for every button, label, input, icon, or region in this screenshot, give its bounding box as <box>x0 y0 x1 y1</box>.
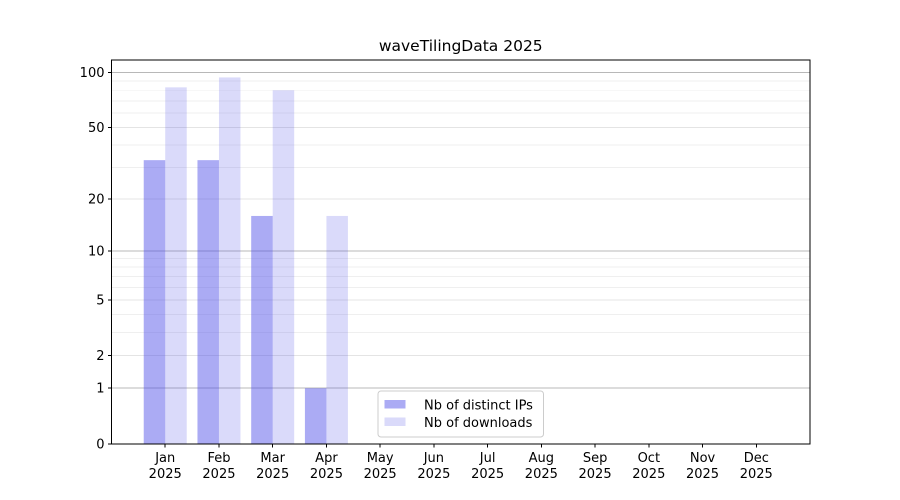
minor-gridlines <box>111 80 810 333</box>
plot-border <box>111 59 811 445</box>
labeled-gridlines <box>111 127 810 357</box>
y-axis-tick-label: 20 <box>88 192 105 207</box>
x-axis-tick-label: Dec 2025 <box>740 451 773 482</box>
bar-jan-s1 <box>165 87 187 444</box>
x-axis-tick-label: May 2025 <box>364 451 397 482</box>
x-axis: Jan 2025 Feb 2025 Mar 2025 Apr 2025 May 2025 Jun 20… <box>149 444 773 482</box>
y-axis-tick-label: 1 <box>96 382 104 397</box>
x-axis-tick-label: Jan 2025 <box>149 451 182 482</box>
x-axis-tick-label: Apr 2025 <box>310 451 343 482</box>
y-axis-tick-label: 5 <box>96 293 104 308</box>
bar-apr-s0 <box>304 388 327 444</box>
decade-gridlines <box>111 72 810 389</box>
y-axis-tick-label: 50 <box>88 121 105 136</box>
bar-jan-s0 <box>143 160 166 444</box>
x-axis-tick-label: Jun 2025 <box>417 451 450 482</box>
bar-feb-s0 <box>197 160 219 444</box>
legend: Nb of distinct IPs Nb of downloads <box>377 390 544 438</box>
y-axis-tick-label: 10 <box>88 244 105 259</box>
chart-title: waveTilingData 2025 <box>379 37 543 55</box>
legend-label-downloads: Nb of downloads <box>424 416 533 431</box>
x-axis-tick-label: Mar 2025 <box>256 451 289 482</box>
bar-mar-s0 <box>251 215 273 444</box>
y-axis: 0 1 2 5 10 20 50 100 <box>80 66 112 453</box>
x-axis-tick-label: Jul 2025 <box>471 451 504 482</box>
bar-feb-s1 <box>218 77 241 444</box>
x-axis-tick-label: Nov 2025 <box>686 451 719 482</box>
bar-groups <box>143 77 348 445</box>
x-axis-tick-label: Sep 2025 <box>579 451 612 482</box>
legend-label-distinct-ips: Nb of distinct IPs <box>424 399 533 414</box>
y-axis-tick-label: 0 <box>96 438 104 453</box>
bar-mar-s1 <box>272 90 295 445</box>
legend-swatch-downloads <box>384 417 406 426</box>
bar-apr-s1 <box>326 215 348 444</box>
legend-box <box>377 390 544 438</box>
x-axis-tick-label: Oct 2025 <box>632 451 665 482</box>
x-axis-tick-label: Aug 2025 <box>525 451 558 482</box>
legend-swatch-distinct-ips <box>384 400 406 409</box>
y-axis-tick-label: 100 <box>80 66 105 81</box>
y-axis-tick-label: 2 <box>96 349 104 364</box>
x-axis-tick-label: Feb 2025 <box>202 451 235 482</box>
